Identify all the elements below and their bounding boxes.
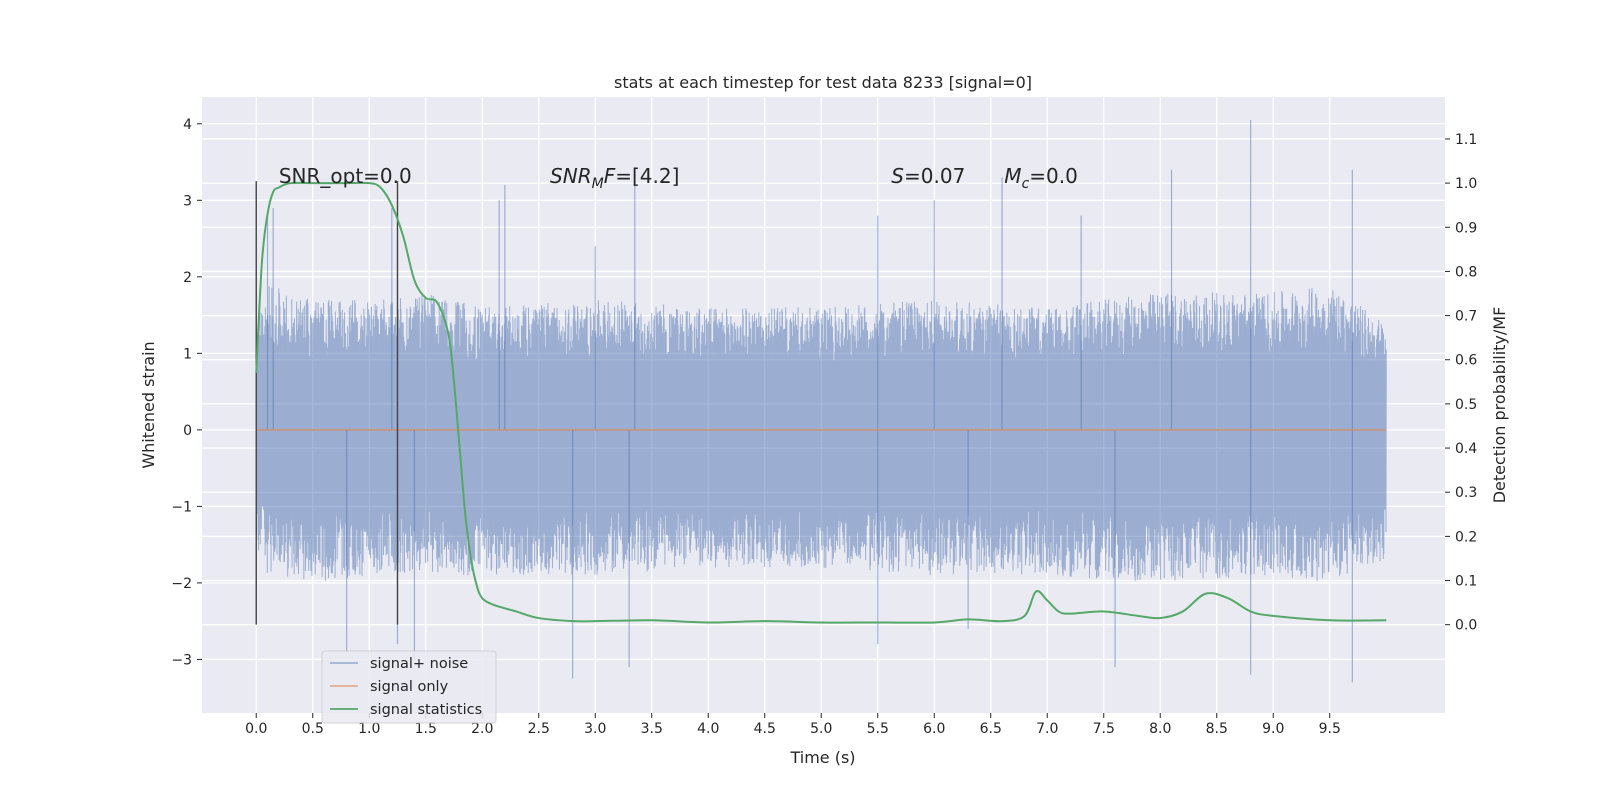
legend-label-signal-noise: signal+ noise — [370, 656, 468, 672]
y-right-tick-label: 0.2 — [1455, 529, 1477, 545]
x-tick-label: 4.0 — [697, 721, 719, 737]
x-tick-label: 8.5 — [1206, 721, 1228, 737]
y-right-tick-label: 0.9 — [1455, 220, 1477, 236]
legend: signal+ noise signal only signal statist… — [321, 650, 497, 724]
x-tick-label: 2.5 — [528, 721, 550, 737]
annotation-text: SNRMF=[4.2] — [550, 164, 679, 192]
y-right-tick-label: 0.8 — [1455, 264, 1477, 280]
y-tick-label: 4 — [183, 117, 192, 133]
x-tick-label: 6.0 — [923, 721, 945, 737]
legend-box — [321, 650, 497, 724]
annotations: SNR_opt=0.0 SNRMF=[4.2] S=0.07 Mc=0.0 — [279, 164, 1078, 192]
y-axis-right-ticks: 0.0 0.1 0.2 0.3 0.4 0.5 0.6 0.7 0.8 0.9 1.0 1.1 — [1445, 132, 1477, 634]
y-tick-label: −2 — [171, 576, 192, 592]
x-tick-label: 1.0 — [358, 721, 380, 737]
x-axis-label: Time (s) — [789, 748, 855, 767]
vertical-markers — [255, 181, 399, 625]
x-tick-label: 7.5 — [1093, 721, 1115, 737]
y-right-tick-label: 0.4 — [1455, 441, 1477, 457]
y-tick-label: −1 — [171, 499, 192, 515]
y-right-tick-label: 1.0 — [1455, 176, 1477, 192]
x-tick-label: 1.5 — [415, 721, 437, 737]
y-right-tick-label: 0.7 — [1455, 309, 1477, 325]
y-axis-label: Whitened strain — [139, 341, 158, 468]
y-right-tick-label: 0.6 — [1455, 353, 1477, 369]
y-right-tick-label: 0.5 — [1455, 397, 1477, 413]
x-tick-label: 9.0 — [1262, 721, 1284, 737]
signal-statistics-line — [255, 181, 1387, 624]
y-tick-label: −3 — [171, 652, 192, 668]
y-tick-label: 2 — [183, 270, 192, 286]
x-tick-label: 5.5 — [867, 721, 889, 737]
x-tick-label: 9.5 — [1319, 721, 1341, 737]
x-tick-label: 4.5 — [754, 721, 776, 737]
annotation-text: Mc=0.0 — [1004, 164, 1078, 192]
x-tick-label: 3.5 — [641, 721, 663, 737]
x-tick-label: 3.0 — [584, 721, 606, 737]
x-tick-label: 8.0 — [1149, 721, 1171, 737]
annotation-text: SNR_opt=0.0 — [279, 164, 412, 188]
y-tick-label: 0 — [183, 423, 192, 439]
annotation-text: S=0.07 — [891, 164, 965, 188]
signal-noise-line — [255, 286, 1387, 582]
x-tick-label: 0.5 — [302, 721, 324, 737]
x-tick-label: 2.0 — [471, 721, 493, 737]
x-axis-ticks: 0.0 0.5 1.0 1.5 2.0 2.5 3.0 3.5 4.0 4.5 5.0 5.5 6.0 6… — [245, 713, 1341, 737]
x-tick-label: 6.5 — [980, 721, 1002, 737]
legend-label-signal-statistics: signal statistics — [370, 702, 482, 718]
signal-statistics-series — [255, 181, 1387, 624]
chart-title: stats at each timestep for test data 823… — [614, 73, 1032, 92]
x-tick-label: 0.0 — [245, 721, 267, 737]
x-tick-label: 7.0 — [1036, 721, 1058, 737]
y-tick-label: 1 — [183, 346, 192, 362]
y-axis-right-label: Detection probability/MF — [1490, 307, 1509, 504]
legend-label-signal-only: signal only — [370, 679, 449, 695]
y-right-tick-label: 0.1 — [1455, 574, 1477, 590]
y-right-tick-label: 1.1 — [1455, 132, 1477, 148]
y-axis-ticks: −3 −2 −1 0 1 2 3 4 — [171, 117, 202, 668]
y-right-tick-label: 0.0 — [1455, 618, 1477, 634]
x-tick-label: 5.0 — [810, 721, 832, 737]
y-right-tick-label: 0.3 — [1455, 485, 1477, 501]
y-tick-label: 3 — [183, 193, 192, 209]
